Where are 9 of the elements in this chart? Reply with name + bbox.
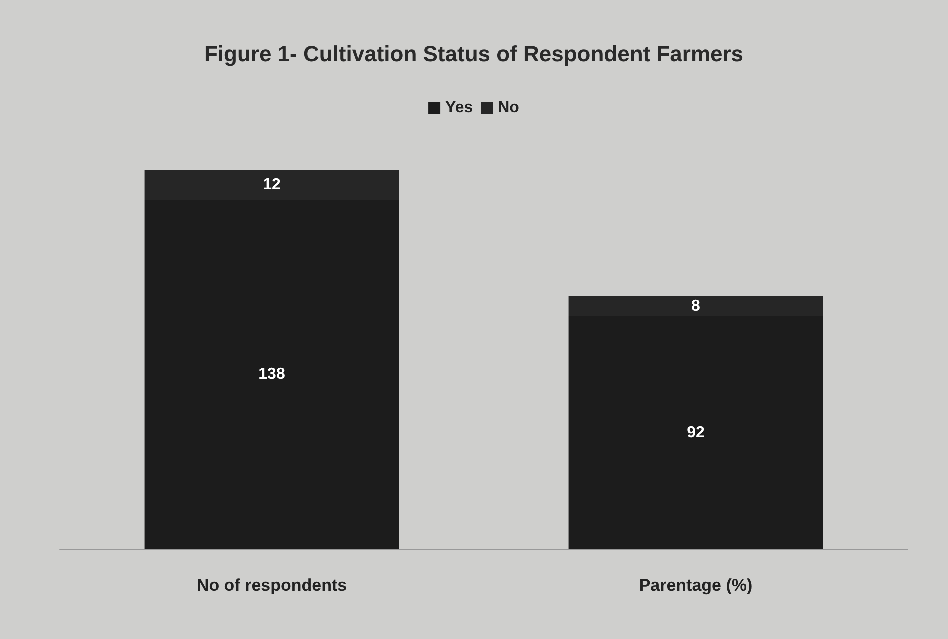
x-tick-label: Parentage (%) (639, 576, 753, 595)
legend-label: Yes (446, 100, 474, 116)
chart-title: Figure 1- Cultivation Status of Respondent Farmers (204, 42, 744, 66)
data-label: 92 (687, 424, 705, 442)
x-tick-label: No of respondents (196, 576, 348, 595)
data-label: 8 (692, 298, 701, 315)
data-label: 12 (263, 176, 281, 194)
data-label: 138 (258, 366, 286, 384)
legend-label: No (498, 100, 520, 116)
